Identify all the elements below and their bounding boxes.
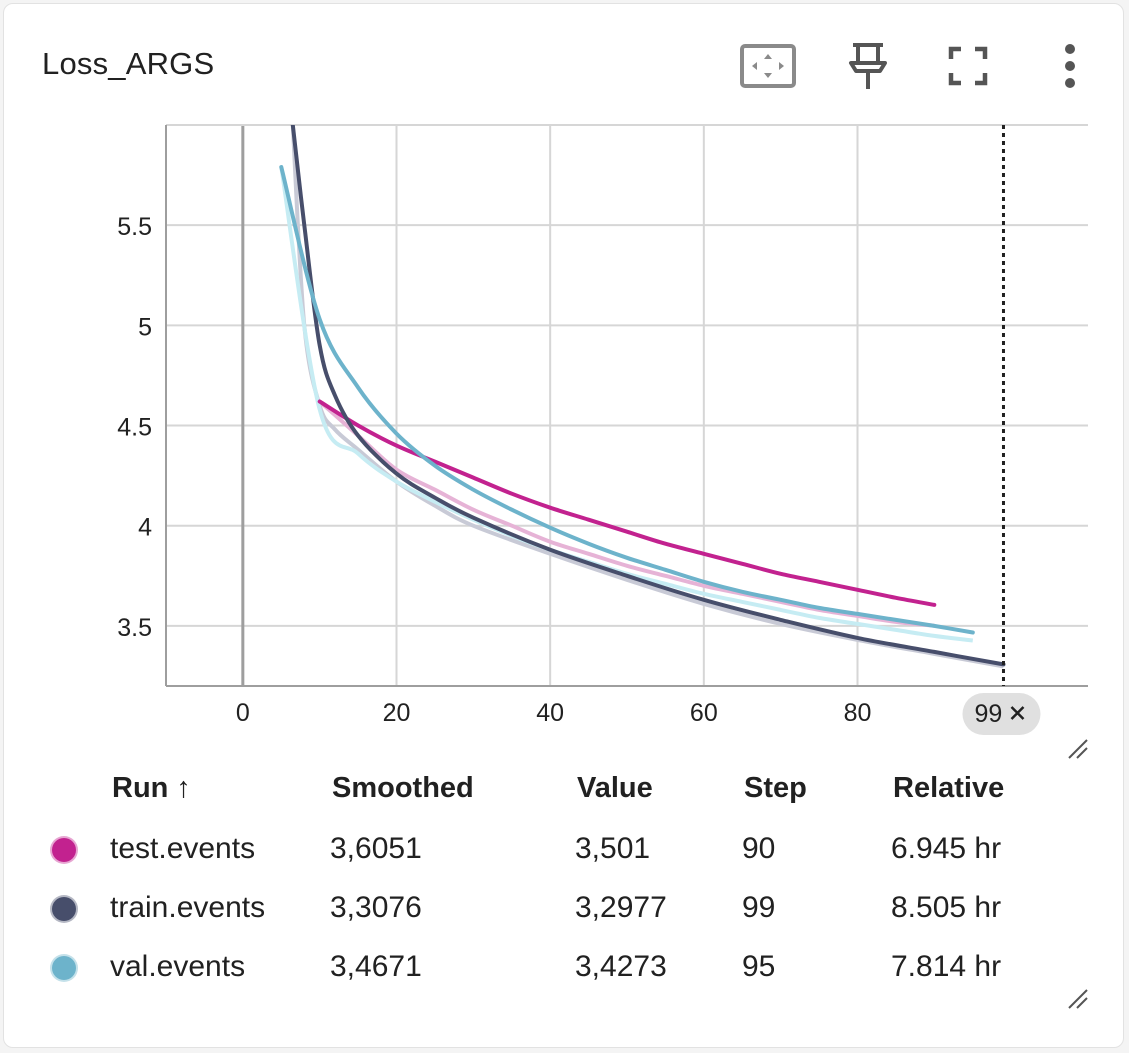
run-color-dot bbox=[50, 954, 78, 982]
header-run[interactable]: Run ↑ bbox=[112, 772, 191, 804]
hover-step-label: 99 bbox=[974, 700, 1002, 728]
table-row[interactable]: train.events 3,3076 3,2977 99 8.505 hr bbox=[0, 881, 1121, 937]
relative-time: 8.505 hr bbox=[891, 891, 1002, 924]
run-name: test.events bbox=[110, 832, 256, 865]
x-tick-label: 20 bbox=[383, 699, 411, 727]
y-tick-label: 5.5 bbox=[117, 213, 152, 241]
run-name: train.events bbox=[110, 891, 266, 924]
line-chart[interactable]: 3.5 4 4.5 5 5.5 0 20 40 60 80 99 bbox=[0, 0, 1129, 760]
header-smoothed[interactable]: Smoothed bbox=[332, 772, 474, 804]
raw-value: 3,501 bbox=[575, 832, 651, 865]
more-options-button[interactable] bbox=[1040, 36, 1100, 96]
relative-time: 7.814 hr bbox=[891, 950, 1002, 983]
raw-line-val-events bbox=[279, 166, 974, 643]
step-value: 90 bbox=[742, 832, 776, 865]
pin-icon bbox=[849, 43, 887, 89]
fit-domain-icon bbox=[740, 44, 796, 88]
x-tick-label: 40 bbox=[536, 699, 564, 727]
raw-value: 3,2977 bbox=[575, 891, 667, 924]
fullscreen-icon bbox=[948, 46, 988, 86]
fullscreen-button[interactable] bbox=[938, 36, 998, 96]
card-title: Loss_ARGS bbox=[42, 46, 215, 81]
raw-line-train-events bbox=[290, 125, 1004, 669]
series-layer bbox=[279, 125, 1006, 669]
run-color-dot bbox=[50, 836, 78, 864]
pin-button[interactable] bbox=[838, 36, 898, 96]
table-row[interactable]: test.events 3,6051 3,501 90 6.945 hr bbox=[0, 822, 1121, 878]
raw-line-test-events bbox=[318, 400, 935, 628]
raw-value: 3,4273 bbox=[575, 950, 667, 983]
smoothed-line-train-events bbox=[290, 125, 1006, 667]
chart-resize-icon[interactable] bbox=[1067, 738, 1089, 760]
header-value[interactable]: Value bbox=[577, 772, 653, 804]
step-value: 99 bbox=[742, 891, 776, 924]
y-tick-label: 3.5 bbox=[117, 614, 152, 642]
step-value: 95 bbox=[742, 950, 776, 983]
x-tick-label: 80 bbox=[844, 699, 872, 727]
header-relative[interactable]: Relative bbox=[893, 772, 1005, 804]
run-name: val.events bbox=[110, 950, 246, 983]
axes: 3.5 4 4.5 5 5.5 0 20 40 60 80 bbox=[117, 125, 1088, 727]
smoothed-value: 3,3076 bbox=[330, 891, 422, 924]
table-row[interactable]: val.events 3,4671 3,4273 95 7.814 hr bbox=[0, 940, 1121, 996]
relative-time: 6.945 hr bbox=[891, 832, 1002, 865]
close-icon bbox=[1010, 706, 1025, 720]
more-vert-icon bbox=[1065, 44, 1075, 88]
x-tick-label: 0 bbox=[236, 699, 250, 727]
x-tick-label: 60 bbox=[690, 699, 718, 727]
fit-domain-button[interactable] bbox=[738, 36, 798, 96]
y-tick-label: 4 bbox=[138, 514, 152, 542]
header-step[interactable]: Step bbox=[744, 772, 807, 804]
hover-cursor: 99 bbox=[962, 125, 1041, 735]
hover-step-chip bbox=[962, 693, 1041, 735]
table-resize-icon[interactable] bbox=[1067, 988, 1089, 1010]
smoothed-value: 3,4671 bbox=[330, 950, 422, 983]
y-tick-label: 4.5 bbox=[117, 414, 152, 442]
smoothed-line-val-events bbox=[279, 165, 975, 635]
y-tick-label: 5 bbox=[138, 313, 152, 341]
run-color-dot bbox=[50, 895, 78, 923]
smoothed-value: 3,6051 bbox=[330, 832, 422, 865]
